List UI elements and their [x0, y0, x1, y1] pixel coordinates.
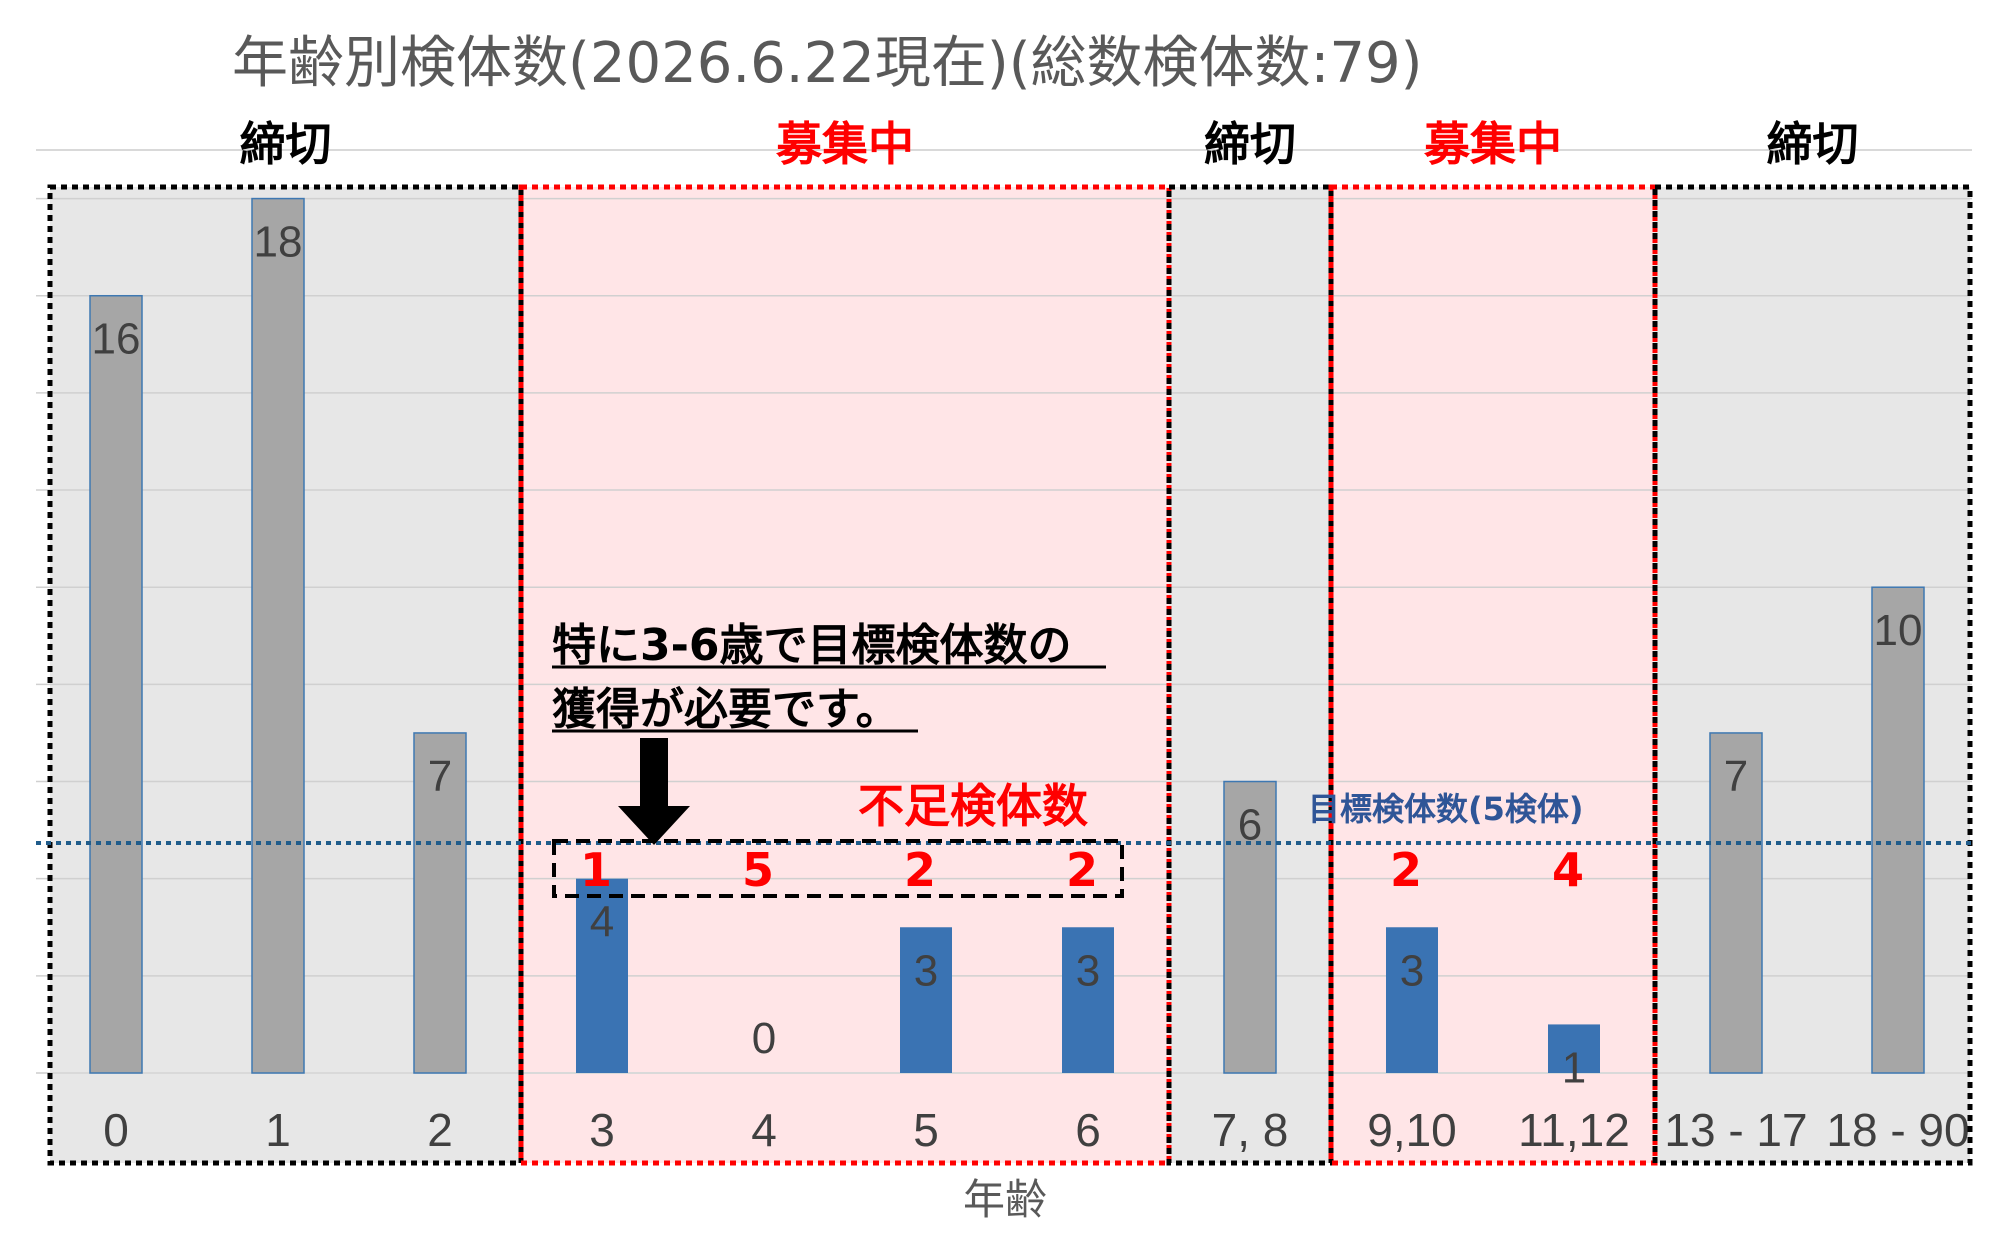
shortage-title: 不足検体数 [858, 779, 1088, 833]
x-tick-4: 4 [751, 1104, 777, 1156]
data-label-10: 7 [1724, 752, 1748, 801]
x-tick-11: 18 - 90 [1826, 1104, 1969, 1156]
region-bg-3 [1331, 187, 1655, 1163]
region-label-3: 募集中 [1423, 117, 1562, 171]
chart-title: 年齢別検体数(2026.6.22現在)(総数検体数:79) [232, 31, 1423, 96]
x-tick-0: 0 [103, 1104, 129, 1156]
target-line-label: 目標検体数(5検体) [1308, 790, 1584, 828]
data-label-8: 3 [1400, 946, 1424, 995]
region-label-4: 締切 [1767, 117, 1859, 171]
annotation-line-2: 獲得が必要です。 [552, 684, 900, 735]
data-label-11: 10 [1874, 606, 1923, 655]
shortage-4: 2 [1390, 843, 1422, 897]
x-tick-5: 5 [913, 1104, 939, 1156]
data-label-0: 16 [92, 315, 141, 364]
bar-1 [252, 199, 304, 1073]
x-tick-3: 3 [589, 1104, 615, 1156]
region-label-0: 締切 [240, 117, 332, 171]
region-label-2: 締切 [1204, 117, 1296, 171]
data-label-3: 4 [590, 898, 614, 947]
data-label-6: 3 [1076, 946, 1100, 995]
shortage-3: 2 [1066, 843, 1098, 897]
data-label-2: 7 [428, 752, 452, 801]
shortage-5: 4 [1552, 843, 1584, 897]
region-backgrounds [50, 187, 1970, 1163]
region-label-1: 募集中 [775, 117, 914, 171]
x-tick-8: 9,10 [1367, 1104, 1457, 1156]
data-label-9: 1 [1562, 1043, 1586, 1092]
x-tick-10: 13 - 17 [1664, 1104, 1807, 1156]
x-tick-2: 2 [427, 1104, 453, 1156]
shortage-2: 2 [904, 843, 936, 897]
shortage-1: 5 [742, 843, 774, 897]
data-label-4: 0 [752, 1014, 776, 1063]
data-label-1: 18 [254, 218, 303, 267]
x-tick-7: 7, 8 [1212, 1104, 1289, 1156]
x-tick-6: 6 [1075, 1104, 1101, 1156]
bar-11 [1872, 587, 1924, 1073]
annotation-line-1: 特に3-6歳で目標検体数の [552, 620, 1072, 671]
x-axis-title: 年齢 [963, 1175, 1047, 1224]
x-tick-9: 11,12 [1518, 1104, 1630, 1156]
region-labels: 締切 募集中 締切 募集中 締切 [240, 117, 1859, 171]
x-tick-1: 1 [265, 1104, 291, 1156]
shortage-0: 1 [580, 843, 612, 897]
bar-0 [90, 296, 142, 1073]
data-label-5: 3 [914, 946, 938, 995]
